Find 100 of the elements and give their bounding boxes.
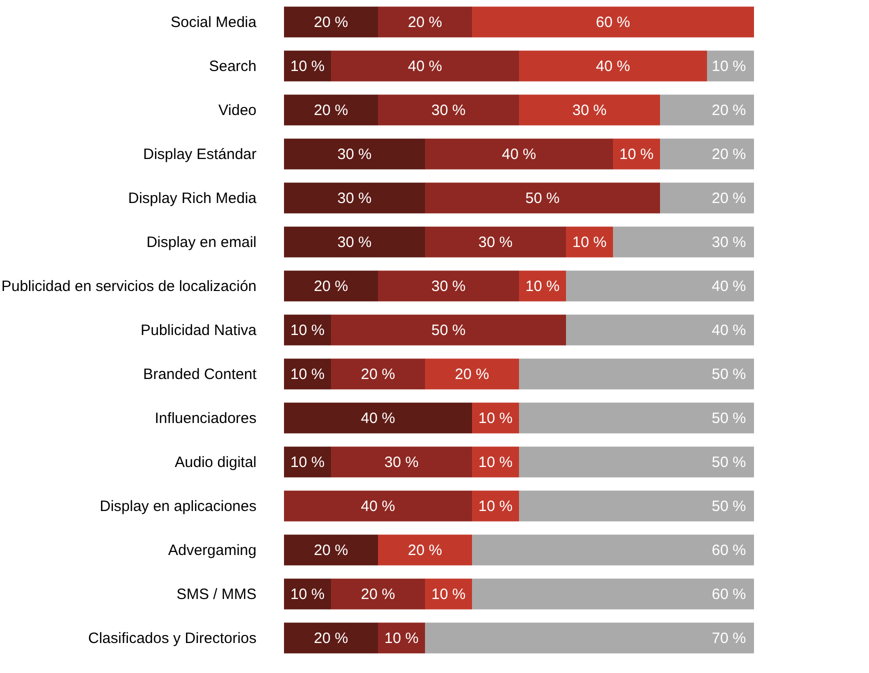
data-label: 20 % — [314, 542, 348, 559]
bar — [284, 6, 378, 38]
bar — [660, 138, 754, 170]
data-label: 40 % — [408, 58, 442, 75]
data-label: 20 % — [360, 586, 396, 603]
bar — [425, 358, 519, 390]
bar — [566, 314, 754, 346]
data-label: 70 % — [712, 630, 746, 647]
y-tick-label: Display en aplicaciones — [100, 498, 256, 515]
bar — [425, 622, 754, 654]
bar — [378, 622, 425, 654]
data-label: 20 % — [314, 630, 348, 647]
bar — [660, 182, 754, 214]
data-label: 40 % — [360, 498, 396, 515]
data-label: 40 % — [596, 58, 630, 75]
bar — [566, 226, 613, 258]
data-label: 10 % — [290, 454, 325, 471]
data-label: 50 % — [712, 366, 746, 383]
data-label: 30 % — [478, 234, 513, 251]
bar — [284, 138, 425, 170]
data-label: 10 % — [290, 586, 325, 603]
bar — [284, 490, 472, 522]
data-label: 10 % — [572, 234, 607, 251]
data-label: 10 % — [712, 58, 746, 75]
y-tick-label: Publicidad en servicios de localización — [1, 278, 256, 295]
bar — [378, 6, 472, 38]
data-label: 10 % — [478, 498, 513, 515]
bar — [707, 50, 754, 82]
bar — [519, 358, 754, 390]
data-label: 40 % — [712, 278, 746, 295]
y-tick-label: Audio digital — [174, 454, 256, 471]
bar — [284, 226, 425, 258]
bar — [331, 358, 425, 390]
bar — [519, 490, 754, 522]
data-label: 20 % — [408, 542, 442, 559]
bar — [613, 226, 754, 258]
data-label: 50 % — [712, 454, 746, 471]
data-label: 20 % — [712, 146, 746, 163]
bar — [378, 94, 519, 126]
y-tick-label: Video — [218, 102, 256, 119]
data-label: 50 % — [525, 190, 560, 207]
bar — [472, 578, 754, 610]
data-label: 50 % — [712, 498, 746, 515]
bar — [425, 578, 472, 610]
data-label: 10 % — [290, 58, 325, 75]
bar — [519, 94, 660, 126]
data-label: 20 % — [314, 102, 348, 119]
y-tick-label: Display Estándar — [143, 146, 256, 163]
bar — [378, 270, 519, 302]
bar — [472, 534, 754, 566]
data-label: 20 % — [314, 14, 348, 31]
data-label: 30 % — [337, 234, 372, 251]
bar — [519, 446, 754, 478]
bar — [284, 534, 378, 566]
data-label: 60 % — [712, 586, 746, 603]
bar — [284, 94, 378, 126]
bar — [284, 50, 331, 82]
y-tick-label: Clasificados y Directorios — [88, 630, 256, 647]
data-label: 40 % — [502, 146, 536, 163]
bar — [331, 578, 425, 610]
bar — [284, 182, 425, 214]
y-tick-label: Publicidad Nativa — [140, 322, 258, 339]
y-tick-label: Advergaming — [168, 542, 256, 559]
bar — [425, 226, 566, 258]
bar — [472, 402, 519, 434]
bar — [284, 402, 472, 434]
bar — [472, 446, 519, 478]
bar — [284, 578, 331, 610]
data-label: 10 % — [478, 454, 513, 471]
bar — [331, 314, 566, 346]
data-label: 10 % — [290, 366, 325, 383]
bar — [472, 6, 754, 38]
data-label: 30 % — [337, 146, 372, 163]
y-tick-label: SMS / MMS — [176, 586, 256, 603]
bar — [425, 182, 660, 214]
bar — [284, 270, 378, 302]
y-tick-label: Display en email — [146, 234, 256, 251]
bar — [331, 50, 519, 82]
y-tick-label: Social Media — [170, 14, 258, 31]
bar — [472, 490, 519, 522]
data-label: 10 % — [290, 322, 325, 339]
data-label: 20 % — [454, 366, 490, 383]
data-label: 30 % — [712, 234, 746, 251]
bar — [425, 138, 613, 170]
data-label: 30 % — [431, 278, 466, 295]
bar — [519, 270, 566, 302]
data-label: 20 % — [712, 102, 746, 119]
data-label: 60 % — [712, 542, 746, 559]
data-label: 20 % — [712, 190, 746, 207]
bar — [284, 622, 378, 654]
data-label: 40 % — [360, 410, 396, 427]
data-label: 50 % — [431, 322, 466, 339]
data-label: 10 % — [431, 586, 466, 603]
bar — [519, 402, 754, 434]
data-label: 20 % — [314, 278, 348, 295]
y-tick-label: Search — [208, 58, 256, 75]
data-label: 40 % — [712, 322, 746, 339]
bar — [566, 270, 754, 302]
data-label: 10 % — [478, 410, 513, 427]
bar — [284, 314, 331, 346]
